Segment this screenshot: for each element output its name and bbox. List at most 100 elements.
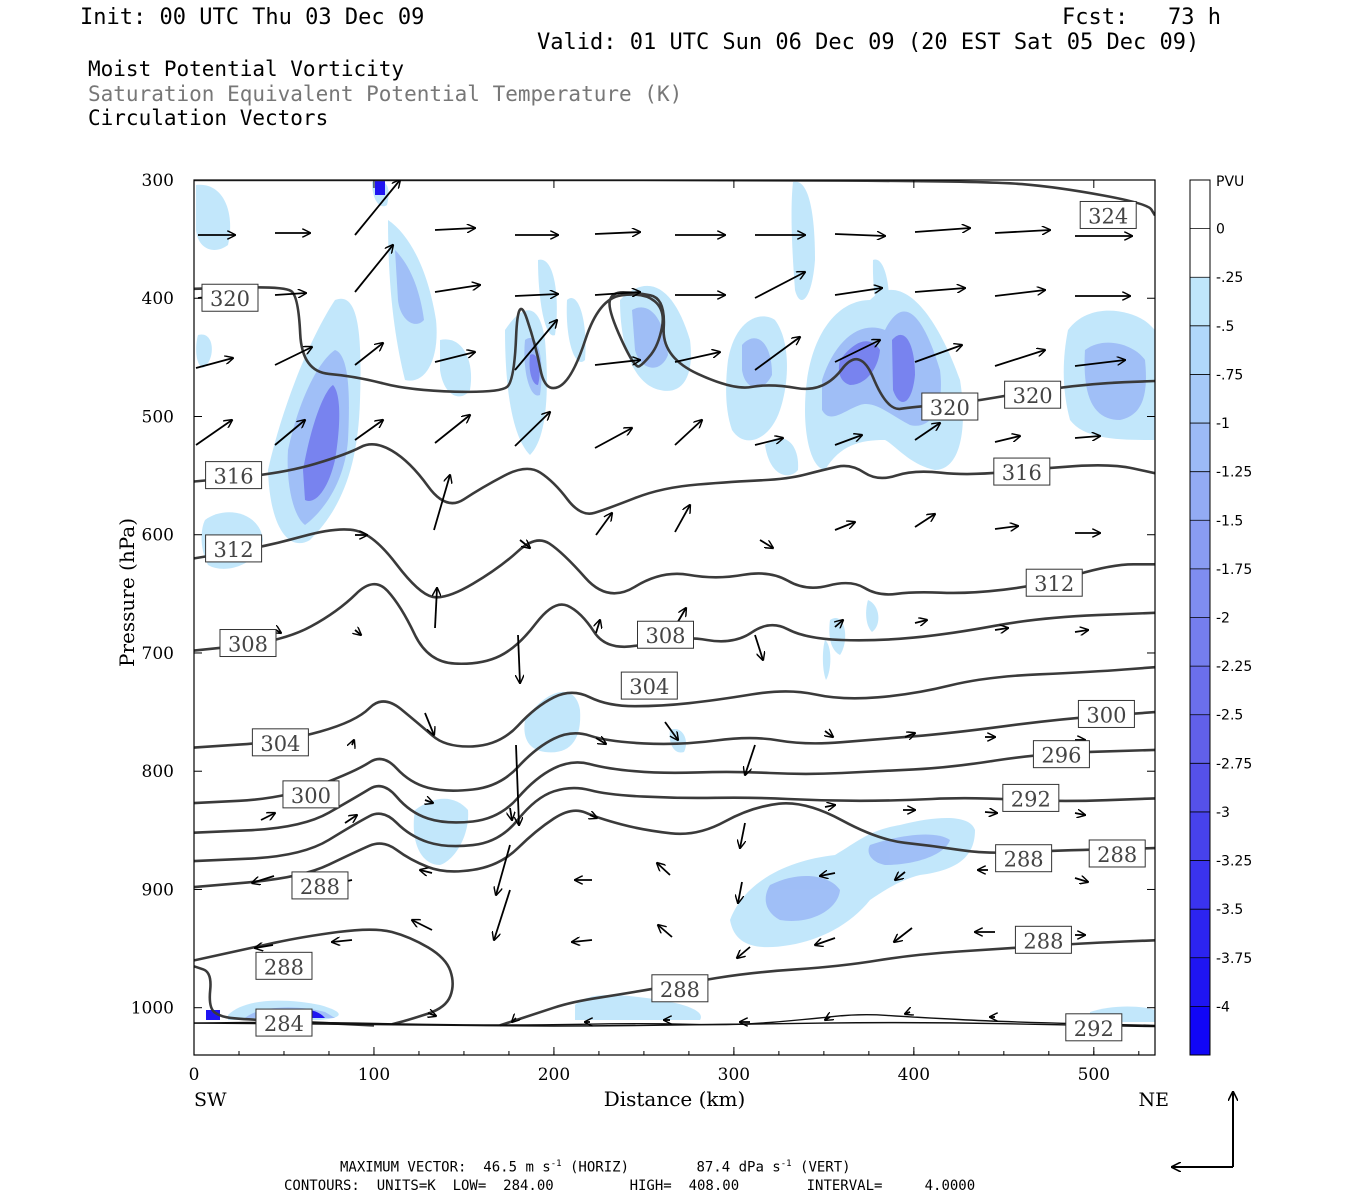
circulation-vector [994,290,1045,297]
circulation-vector [332,940,353,942]
svg-text:320: 320 [210,287,250,311]
circulation-vector [424,712,434,735]
colorbar-label: -.75 [1216,367,1243,383]
colorbar-label: -3.75 [1216,951,1252,967]
contour-320 [194,286,1155,411]
circulation-vector [434,285,480,293]
contour-312 [194,528,1155,599]
contour-288 [499,939,1155,1027]
x-end-label-ne: NE [1139,1089,1170,1111]
circulation-vector [737,946,751,958]
contour-label-304: 304 [251,728,309,757]
circulation-vector [674,352,720,363]
circulation-vector [664,721,678,740]
contour-label-312: 312 [205,534,263,563]
svg-text:320: 320 [1013,384,1053,408]
field-title-theta-es: Saturation Equivalent Potential Temperat… [88,82,683,106]
contour-296 [194,748,1155,834]
circulation-vector [596,620,600,634]
colorbar-label: -2 [1216,611,1230,627]
circulation-vector [274,420,305,446]
contour-label-288: 288 [1088,839,1146,868]
circulation-vector [754,634,763,660]
contour-label-288: 288 [255,951,313,980]
circulation-vector [594,360,640,366]
colorbar-swatch [1190,860,1210,910]
circulation-vector [914,228,970,232]
contour-324 [194,180,1155,217]
colorbar-swatch [1190,811,1210,861]
contour-label-308: 308 [219,629,277,658]
colorbar-label: -2.75 [1216,756,1252,772]
y-tick-label: 600 [142,526,174,546]
x-axis-label: Distance (km) [604,1087,746,1111]
svg-text:304: 304 [260,732,300,756]
colorbar-swatch [1190,617,1210,667]
y-tick-label: 800 [142,762,174,782]
colorbar-label: -3.25 [1216,854,1252,870]
circulation-vector [514,320,557,371]
circulation-vector [510,807,512,820]
circulation-vector [514,412,550,447]
circulation-vector [914,423,940,441]
colorbar-label: -1.5 [1216,513,1243,529]
contour-label-300: 300 [1077,699,1135,728]
field-title-vectors: Circulation Vectors [88,106,329,130]
circulation-vector [594,428,632,449]
colorbar: PVU 0 -.25 -.5 -.75 -1 -1.25 -1.5 -1.75 -2 -2.25 -2… [1189,174,1252,1056]
colorbar-swatch [1190,1006,1210,1055]
circulation-vector [815,937,836,945]
y-tick-label: 1000 [131,999,174,1019]
circulation-vector [255,945,274,948]
colorbar-label: -.25 [1216,270,1243,286]
colorbar-label: -2.25 [1216,659,1252,675]
contour-label-316: 316 [993,457,1051,486]
circulation-vector [994,350,1045,367]
svg-text:288: 288 [300,875,340,899]
contour-308 [194,582,1155,666]
svg-text:288: 288 [1023,929,1063,953]
colorbar-swatch [1190,666,1210,715]
svg-text:284: 284 [264,1012,304,1036]
circulation-vector [914,514,935,528]
circulation-vector [994,628,1008,630]
contour-label-296: 296 [1032,740,1090,769]
contour-labels: 324 320 320 320 316 316 312 312 308 308 304 304 300 3… [201,200,1146,1042]
colorbar-swatch [1190,180,1210,229]
y-tick-label: 400 [142,289,174,309]
circulation-vector [496,844,511,895]
contour-316 [194,443,1155,515]
y-axis-label: Pressure (hPa) [115,518,139,667]
circulation-vector [658,925,673,938]
circulation-vector [834,522,855,531]
contours-info-line: CONTOURS: UNITS=K LOW= 284.00 HIGH= 408.… [284,1178,976,1194]
circulation-vector [355,630,361,635]
contour-label-308: 308 [637,620,695,649]
circulation-vector [1074,630,1088,632]
contour-304 [194,665,1155,749]
circulation-vector [344,815,357,824]
circulation-vector [433,475,450,531]
x-tick-label: 200 [538,1065,570,1085]
y-tick-label: 300 [142,171,174,191]
circulation-vector [434,228,475,230]
circulation-vector [834,288,882,296]
colorbar-swatch [1190,423,1210,472]
colorbar-swatch [1190,228,1210,278]
circulation-vector [914,345,962,363]
circulation-vector [1074,360,1125,367]
contour-label-320: 320 [921,392,979,421]
colorbar-swatch [1190,471,1210,521]
plot-frame [193,179,1156,1056]
circulation-vector [354,420,383,441]
circulation-vector [354,180,400,236]
contour-label-324: 324 [1079,200,1137,229]
x-tick-label: 0 [189,1065,200,1085]
circulation-vector [274,293,306,295]
circulation-vectors [195,180,1132,1022]
contour-label-288: 288 [291,871,349,900]
circulation-vector [494,889,511,940]
circulation-vector [904,733,915,737]
axes: 0 100 200 300 400 500 300 400 500 600 700 800 900 100… [115,171,1169,1111]
circulation-vector [428,1013,436,1016]
